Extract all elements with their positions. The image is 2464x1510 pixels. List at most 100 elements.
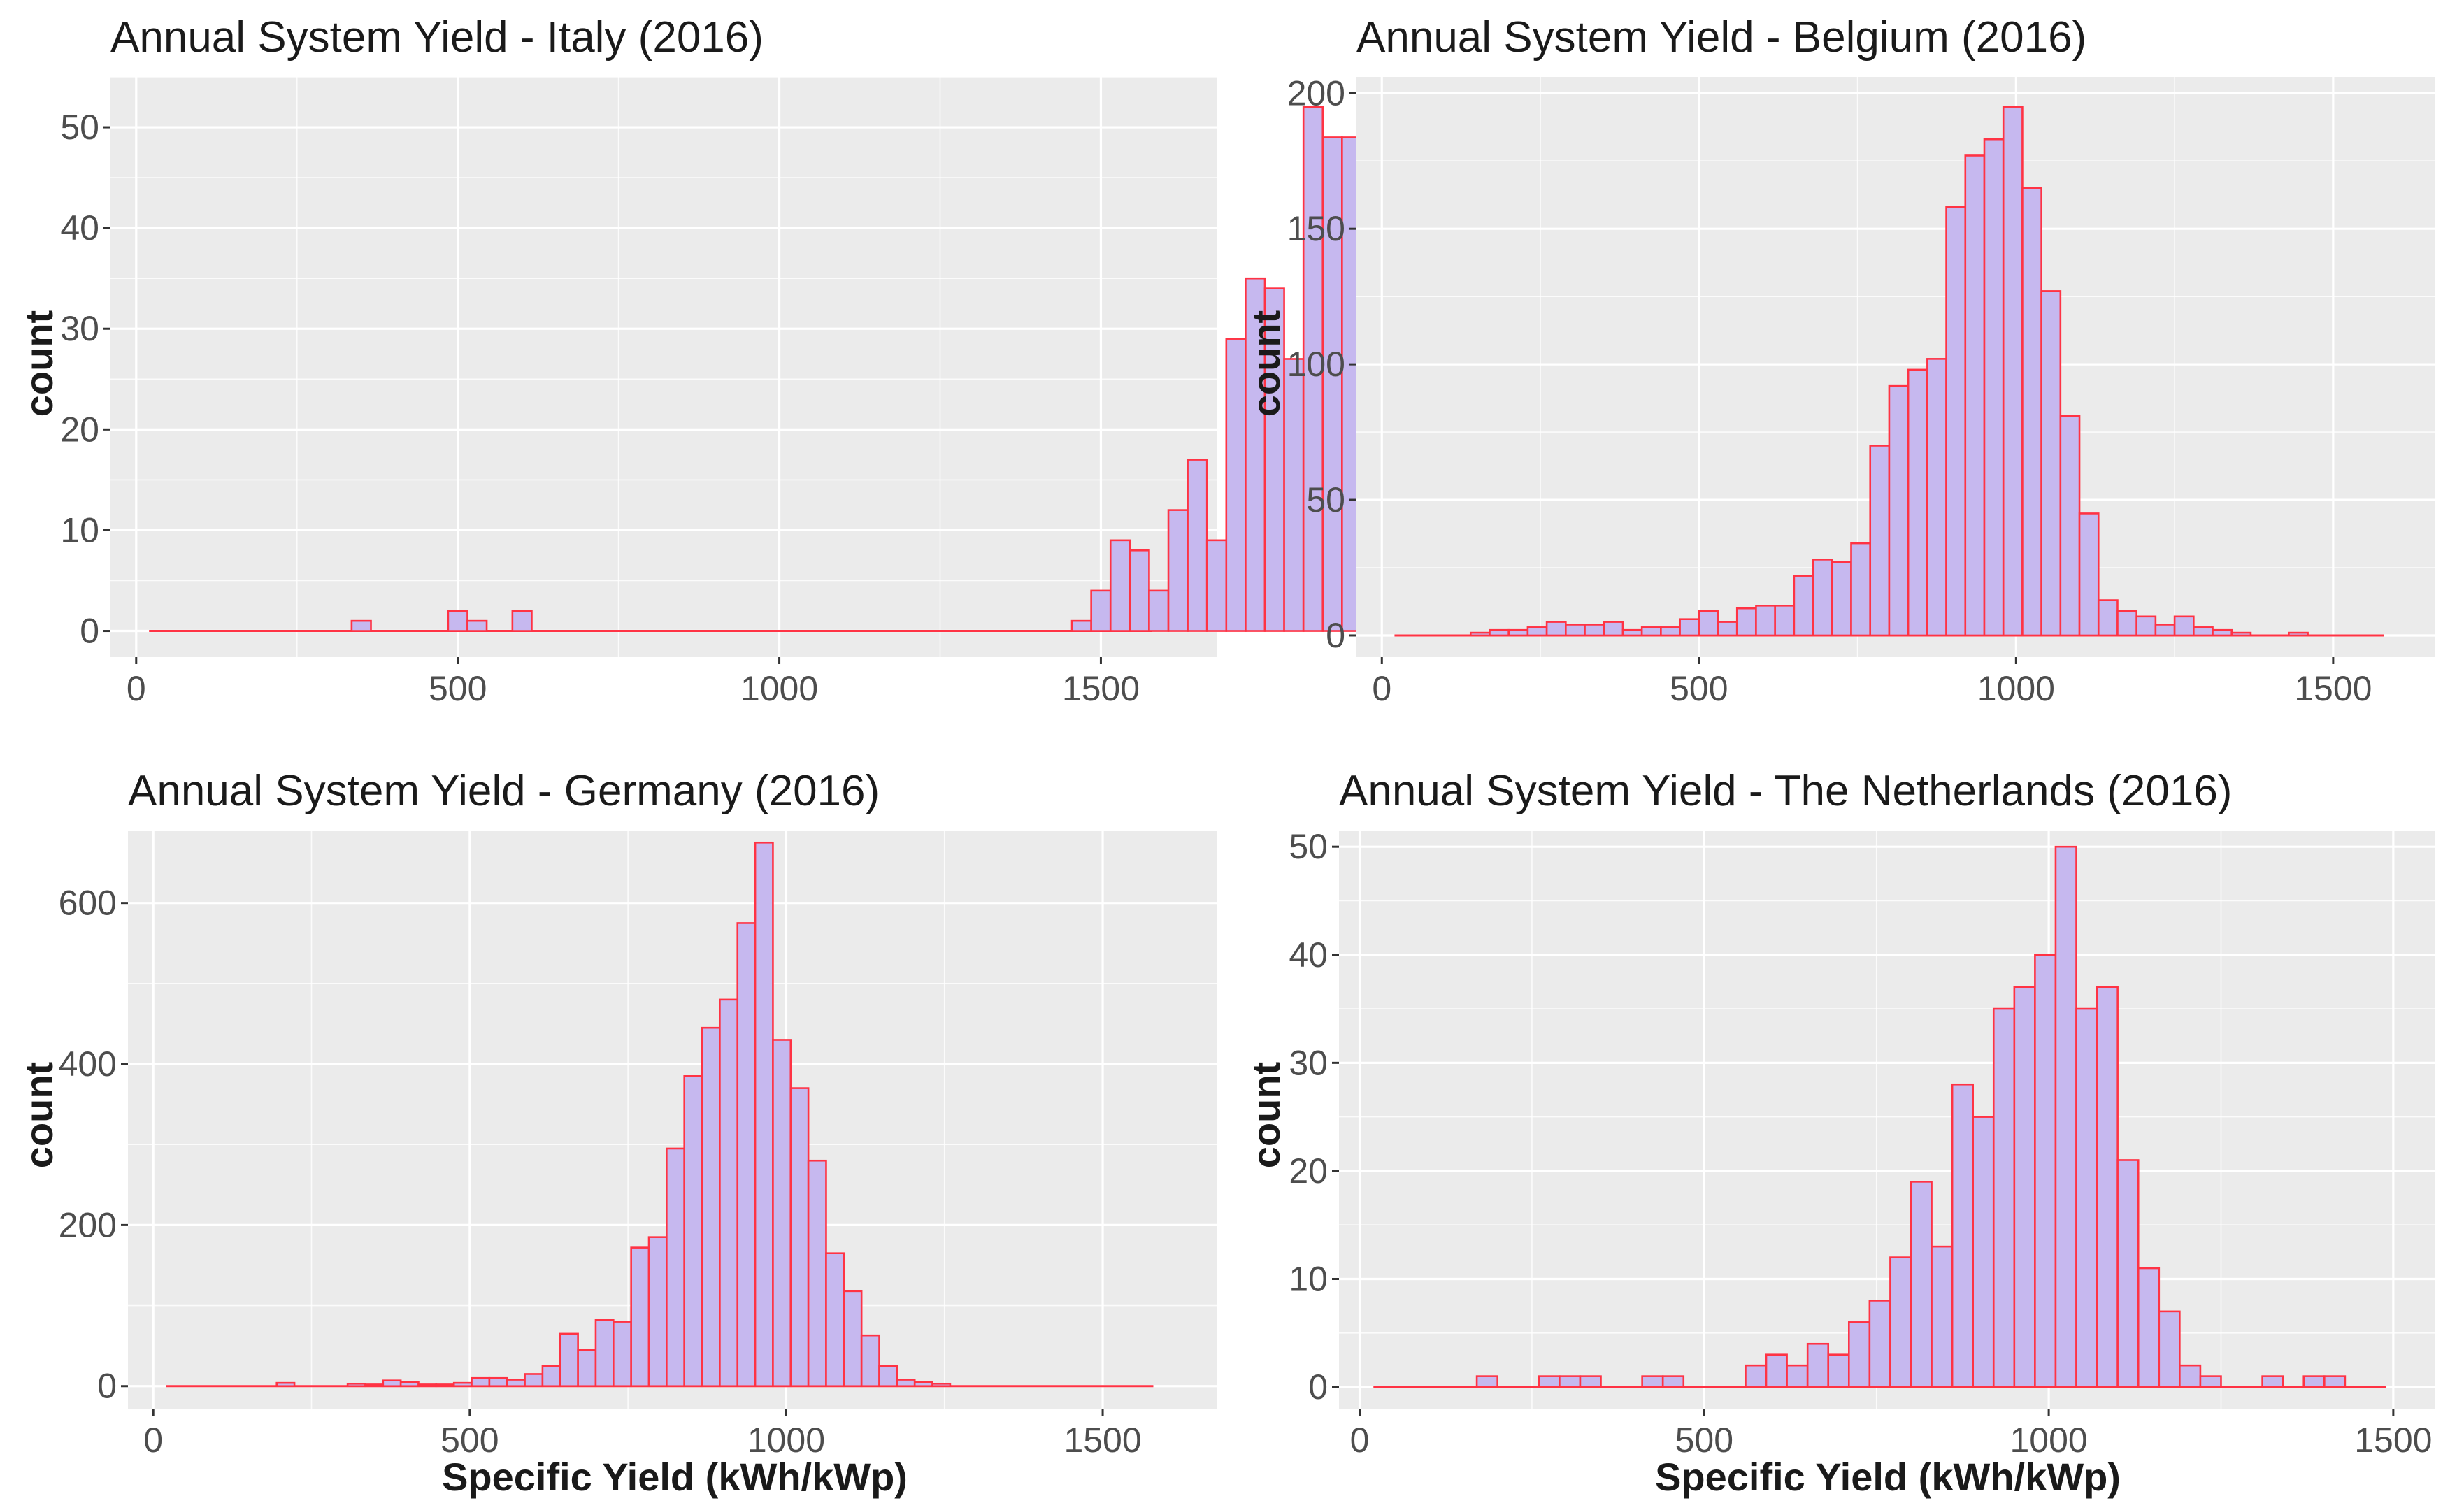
histogram-bar [1469, 631, 1491, 637]
x-tick-label: 1500 [1062, 669, 1140, 708]
histogram-bar [1964, 154, 1986, 637]
x-axis-label: Specific Yield (kWh/kWp) [442, 1455, 908, 1499]
y-tick-label: 10 [1289, 1260, 1328, 1299]
x-tick-label: 500 [429, 669, 487, 708]
histogram-bar [1129, 549, 1150, 632]
chart-germany: Annual System Yield - Germany (2016) cou… [17, 767, 1217, 1499]
histogram-bar [1579, 1375, 1602, 1388]
histogram-bar [2173, 615, 2195, 637]
histogram-bar [2261, 1375, 2284, 1388]
y-tick-label: 30 [1289, 1043, 1328, 1082]
y-tick-label: 150 [1287, 209, 1345, 248]
histogram-bar [1070, 619, 1092, 632]
histogram-bar [1167, 509, 1189, 632]
histogram-bar [452, 1381, 473, 1388]
histogram-bar [2078, 512, 2100, 637]
histogram-bar [1660, 626, 1681, 637]
y-tick-label: 40 [1289, 935, 1328, 975]
histogram-bar [825, 1252, 845, 1388]
histogram-bar [2097, 599, 2119, 637]
histogram-bar [399, 1381, 420, 1388]
histogram-bar [2096, 986, 2119, 1388]
x-tick-label: 1500 [2354, 1421, 2432, 1460]
histogram-bar [1565, 624, 1586, 637]
histogram-bar [346, 1382, 366, 1388]
histogram-bar [1931, 1245, 1954, 1388]
y-tick-label: 0 [97, 1367, 117, 1406]
histogram-bar [511, 610, 533, 632]
histogram-bar [506, 1379, 526, 1388]
histogram-bar [1205, 539, 1228, 632]
histogram-bar [275, 1381, 296, 1388]
histogram-bar [1755, 605, 1776, 637]
histogram-bar [1735, 607, 1757, 637]
histogram-bar [1888, 384, 1910, 637]
histogram-bar [1786, 1364, 1809, 1388]
histogram-bar [2034, 954, 2057, 1388]
chart-title: Annual System Yield - The Netherlands (2… [1339, 767, 2232, 815]
histogram-bar [843, 1290, 863, 1388]
histogram-bar [2116, 1159, 2140, 1388]
y-tick-label: 50 [1306, 480, 1345, 519]
histogram-bar [2054, 845, 2077, 1388]
x-tick-label: 1000 [2010, 1421, 2087, 1460]
y-tick-label: 30 [60, 309, 99, 348]
histogram-bar [1245, 277, 1266, 632]
histogram-bar [1109, 539, 1131, 632]
histogram-bar [1850, 542, 1872, 637]
histogram-bar [878, 1365, 898, 1388]
y-tick-label: 600 [59, 884, 117, 923]
histogram-bar [1559, 1375, 1582, 1388]
plot-panel [110, 77, 1217, 657]
histogram-bar [913, 1381, 933, 1388]
chart-netherlands: Annual System Yield - The Netherlands (2… [1244, 767, 2435, 1499]
histogram-bar [2154, 624, 2176, 637]
x-tick-label: 0 [1372, 669, 1391, 708]
histogram-bar [1745, 1364, 1768, 1388]
x-tick-label: 500 [1675, 1421, 1733, 1460]
x-tick-label: 1000 [747, 1421, 825, 1460]
histogram-bar [2002, 106, 2024, 637]
histogram-bar [2323, 1375, 2347, 1388]
histogram-bar [1806, 1342, 1830, 1388]
histogram-bar [754, 841, 774, 1388]
x-tick-label: 1500 [1063, 1421, 1141, 1460]
plot-area: 0 500 1000 1500 0 50 100 150 200 [1287, 73, 2435, 708]
histogram-bar [1679, 618, 1700, 637]
plot-area: 0 500 1000 1500 0 200 400 600 [59, 830, 1217, 1460]
x-tick-label: 0 [143, 1421, 163, 1460]
histogram-bar [559, 1332, 579, 1388]
histogram-bar [736, 922, 757, 1388]
histogram-bar [1765, 1353, 1788, 1388]
y-tick-label: 200 [59, 1205, 117, 1244]
histogram-bar [350, 619, 372, 632]
y-tick-label: 100 [1287, 345, 1345, 384]
histogram-bar [896, 1379, 916, 1388]
histogram-bar [1774, 605, 1796, 637]
histogram-bar [541, 1365, 561, 1388]
x-tick-label: 1500 [2294, 669, 2372, 708]
histogram-bar [2230, 631, 2252, 637]
plot-area: 0 500 1000 1500 0 10 20 30 40 50 [1289, 827, 2435, 1460]
histogram-bar [2179, 1364, 2202, 1388]
y-tick-label: 50 [60, 108, 99, 147]
histogram-bar [1869, 445, 1891, 637]
y-tick-label: 0 [1326, 616, 1345, 655]
histogram-bar [1545, 621, 1567, 637]
histogram-bar [1603, 621, 1624, 637]
histogram-bar [2212, 628, 2233, 637]
histogram-bar [471, 1376, 491, 1388]
histogram-bar [2135, 615, 2157, 637]
histogram-bar [647, 1236, 668, 1388]
histogram-bar [1717, 621, 1738, 637]
chart-belgium: Annual System Yield - Belgium (2016) cou… [1244, 13, 2435, 708]
histogram-bar [1661, 1375, 1685, 1388]
histogram-bar [1090, 589, 1112, 632]
histogram-bar [417, 1383, 438, 1388]
histogram-bar [1812, 559, 1833, 637]
y-tick-label: 50 [1289, 827, 1328, 866]
histogram-bar [447, 610, 468, 632]
histogram-bar [719, 998, 739, 1388]
histogram-bar [1972, 1116, 1995, 1388]
histogram-bar [1489, 628, 1510, 637]
